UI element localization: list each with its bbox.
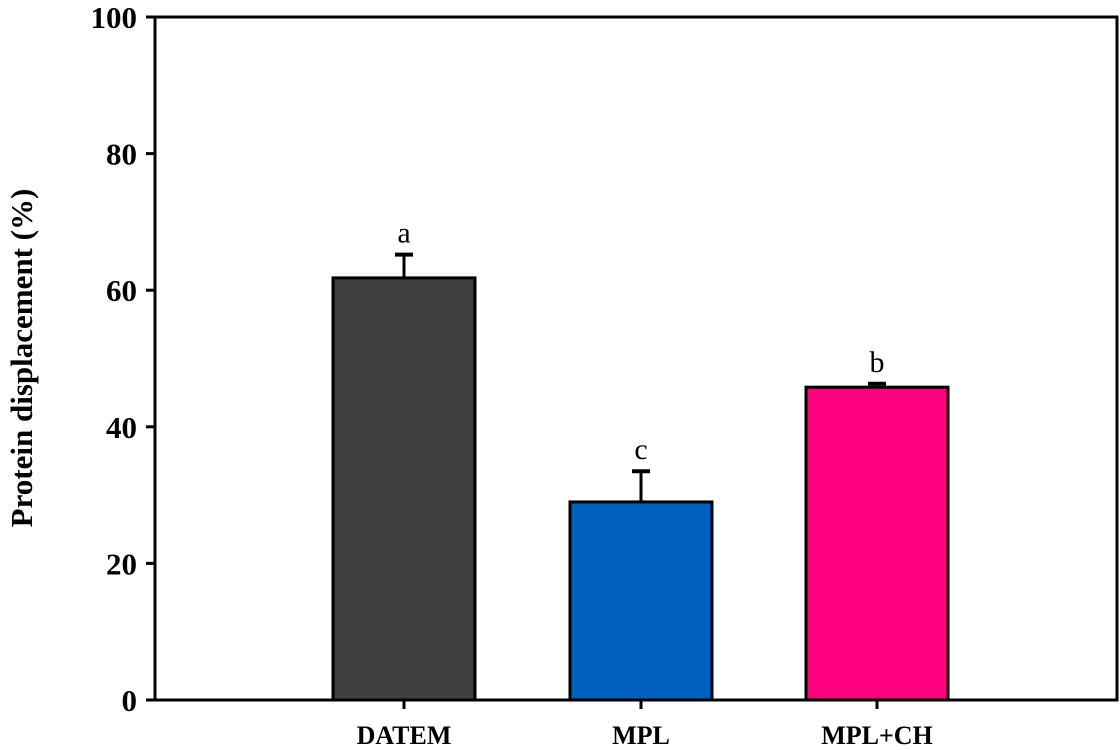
significance-label: b <box>870 346 885 379</box>
x-tick-label: MPL <box>612 721 670 750</box>
y-tick-label: 20 <box>106 546 137 581</box>
x-tick-label: MPL+CH <box>821 721 933 750</box>
bar-datem <box>331 276 477 702</box>
y-tick-label: 0 <box>122 683 138 718</box>
significance-label: a <box>397 217 410 250</box>
x-axis: DATEM MPL MPL+CH <box>357 700 933 750</box>
y-tick-label: 100 <box>91 0 138 35</box>
y-axis-label: Protein displacement (%) <box>4 189 39 528</box>
y-tick-label: 40 <box>106 410 137 445</box>
significance-label: c <box>634 433 647 466</box>
y-axis: 0 20 40 60 80 100 <box>91 0 155 718</box>
bar-mpl <box>568 500 714 702</box>
bars: a c b <box>331 217 950 702</box>
bar-mpl-ch <box>804 385 950 702</box>
x-tick-label: DATEM <box>357 721 452 750</box>
y-tick-label: 80 <box>106 137 137 172</box>
y-tick-label: 60 <box>106 273 137 308</box>
